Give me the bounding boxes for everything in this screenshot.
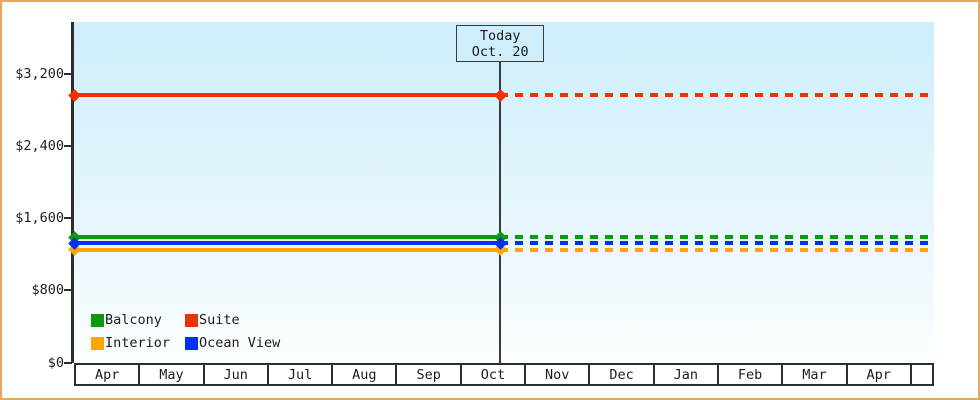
y-axis-label-0: $0 (47, 354, 64, 371)
series-line-balcony-dashed (500, 235, 934, 240)
series-line-balcony-solid (74, 235, 501, 240)
month-cell-apr-0: Apr (76, 365, 141, 384)
month-cell-jun-2: Jun (205, 365, 269, 384)
month-cell-oct-6: Oct (462, 365, 527, 384)
month-cell-jul-3: Jul (269, 365, 334, 384)
y-axis-label-3200: $3,200 (15, 65, 64, 82)
series-line-ocean-view-dashed (500, 241, 934, 246)
series-line-interior-dashed (500, 247, 934, 252)
month-cell-feb-10: Feb (719, 365, 784, 384)
month-cell-sep-5: Sep (397, 365, 462, 384)
today-date: Oct. 20 (471, 44, 529, 60)
y-axis-label-2400: $2,400 (15, 137, 64, 154)
x-axis-month-band: Apr May Jun Jul Aug Sep Oct Nov Dec Jan Feb Mar Apr (74, 363, 934, 386)
legend-label-ocean-view: Ocean View (199, 335, 281, 351)
legend-item-balcony: Balcony (91, 312, 185, 328)
y-axis-tick-1600 (64, 217, 72, 220)
legend: Balcony Suite Interior Ocean View (91, 312, 280, 351)
legend-item-interior: Interior (91, 335, 185, 351)
legend-label-interior: Interior (105, 335, 171, 351)
month-cell-mar-11: Mar (783, 365, 848, 384)
y-axis-line (71, 22, 74, 363)
legend-swatch-ocean-view (185, 336, 198, 350)
legend-label-suite: Suite (199, 312, 240, 328)
month-cell-jan-9: Jan (655, 365, 719, 384)
month-cell-aug-4: Aug (333, 365, 398, 384)
month-cell-apr-12: Apr (848, 365, 912, 384)
series-line-ocean-view-solid (74, 241, 501, 246)
legend-swatch-suite (185, 313, 198, 327)
today-marker-line (499, 61, 501, 363)
series-line-suite-solid (74, 93, 501, 98)
today-label: Today (479, 28, 521, 44)
today-annotation-box: Today Oct. 20 (456, 25, 545, 62)
month-cell-nov-7: Nov (526, 365, 591, 384)
plot-area (74, 22, 934, 363)
legend-swatch-balcony (91, 313, 104, 327)
series-line-interior-solid (74, 247, 501, 252)
legend-item-ocean-view: Ocean View (185, 335, 280, 351)
legend-item-suite: Suite (185, 312, 280, 328)
y-axis-label-800: $800 (31, 282, 64, 299)
y-axis-tick-2400 (64, 144, 72, 147)
y-axis-tick-0 (64, 361, 72, 364)
month-cell-may-1: May (140, 365, 205, 384)
series-line-suite-dashed (500, 93, 934, 98)
y-axis-tick-800 (64, 289, 72, 292)
legend-swatch-interior (91, 336, 104, 350)
month-cell-dec-8: Dec (590, 365, 655, 384)
y-axis-label-1600: $1,600 (15, 210, 64, 227)
y-axis-tick-3200 (64, 72, 72, 75)
month-cell-empty (912, 365, 932, 384)
legend-label-balcony: Balcony (105, 312, 162, 328)
